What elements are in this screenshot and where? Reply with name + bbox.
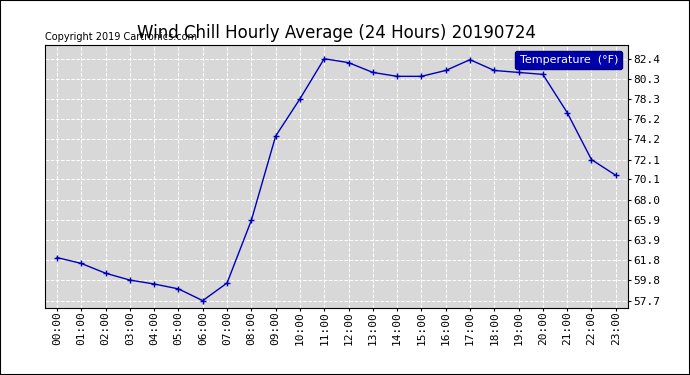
Text: Copyright 2019 Cartronics.com: Copyright 2019 Cartronics.com xyxy=(45,32,197,42)
Title: Wind Chill Hourly Average (24 Hours) 20190724: Wind Chill Hourly Average (24 Hours) 201… xyxy=(137,24,536,42)
Legend: Temperature  (°F): Temperature (°F) xyxy=(515,51,622,69)
